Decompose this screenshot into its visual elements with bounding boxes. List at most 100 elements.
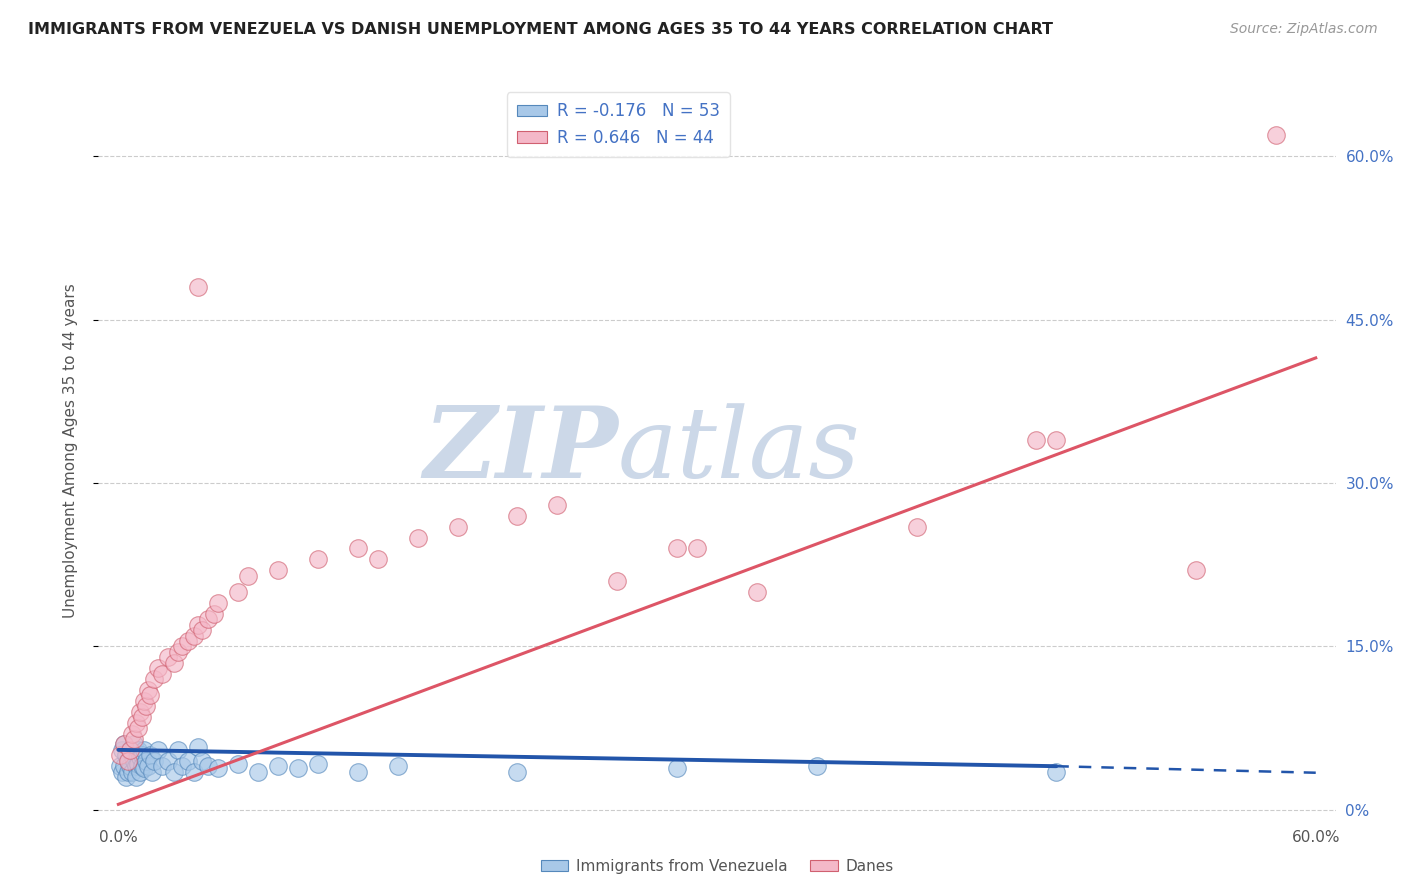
Point	[177, 634, 200, 648]
Point	[134, 743, 156, 757]
Y-axis label: Unemployment Among Ages 35 to 44 years: Unemployment Among Ages 35 to 44 years	[63, 283, 77, 618]
Point	[177, 754, 200, 768]
Point	[120, 759, 142, 773]
Point	[666, 761, 689, 775]
Point	[127, 743, 149, 757]
Point	[187, 617, 209, 632]
Point	[143, 754, 166, 768]
Point	[136, 683, 159, 698]
Point	[143, 672, 166, 686]
Point	[172, 640, 194, 654]
Point	[141, 764, 163, 779]
Point	[110, 759, 132, 773]
Point	[387, 759, 409, 773]
Point	[187, 280, 209, 294]
Point	[191, 754, 214, 768]
Point	[226, 757, 249, 772]
Point	[111, 764, 134, 779]
Point	[167, 645, 190, 659]
Point	[117, 754, 139, 768]
Point	[745, 585, 768, 599]
Point	[129, 705, 152, 719]
Point	[172, 759, 194, 773]
Text: ZIP: ZIP	[423, 402, 619, 499]
Point	[124, 754, 146, 768]
Point	[124, 738, 146, 752]
Point	[197, 759, 219, 773]
Point	[267, 563, 290, 577]
Point	[666, 541, 689, 556]
Point	[112, 738, 135, 752]
Point	[112, 738, 135, 752]
Point	[157, 754, 180, 768]
Point	[247, 764, 270, 779]
Point	[207, 761, 229, 775]
Point	[121, 748, 143, 763]
Point	[131, 748, 153, 763]
Point	[127, 721, 149, 735]
Point	[686, 541, 709, 556]
Point	[546, 498, 568, 512]
Point	[150, 759, 173, 773]
Point	[1045, 764, 1067, 779]
Text: Source: ZipAtlas.com: Source: ZipAtlas.com	[1230, 22, 1378, 37]
Point	[127, 757, 149, 772]
Point	[187, 739, 209, 754]
Point	[121, 726, 143, 740]
Point	[606, 574, 628, 588]
Point	[191, 623, 214, 637]
Point	[226, 585, 249, 599]
Point	[135, 754, 157, 768]
Point	[157, 650, 180, 665]
Point	[183, 764, 205, 779]
Point	[1025, 433, 1047, 447]
Point	[905, 519, 928, 533]
Point	[120, 743, 142, 757]
Point	[124, 731, 146, 746]
Point	[1264, 128, 1286, 142]
Point	[347, 764, 370, 779]
Point	[150, 666, 173, 681]
Point	[347, 541, 370, 556]
Point	[148, 661, 170, 675]
Point	[287, 761, 309, 775]
Point	[115, 770, 138, 784]
Point	[125, 715, 148, 730]
Point	[134, 761, 156, 775]
Point	[197, 612, 219, 626]
Point	[121, 764, 143, 779]
Point	[236, 568, 259, 582]
Point	[135, 699, 157, 714]
Point	[125, 770, 148, 784]
Point	[120, 743, 142, 757]
Text: IMMIGRANTS FROM VENEZUELA VS DANISH UNEMPLOYMENT AMONG AGES 35 TO 44 YEARS CORRE: IMMIGRANTS FROM VENEZUELA VS DANISH UNEM…	[28, 22, 1053, 37]
Point	[129, 750, 152, 764]
Text: atlas: atlas	[619, 403, 860, 498]
Point	[267, 759, 290, 773]
Point	[139, 689, 162, 703]
Point	[139, 748, 162, 763]
Point	[115, 748, 138, 763]
Point	[167, 743, 190, 757]
Point	[134, 694, 156, 708]
Point	[202, 607, 225, 621]
Point	[446, 519, 468, 533]
Point	[125, 759, 148, 773]
Point	[406, 531, 429, 545]
Legend: Immigrants from Venezuela, Danes: Immigrants from Venezuela, Danes	[534, 853, 900, 880]
Point	[129, 764, 152, 779]
Point	[110, 748, 132, 763]
Point	[148, 743, 170, 757]
Point	[111, 743, 134, 757]
Point	[506, 508, 529, 523]
Point	[1045, 433, 1067, 447]
Point	[806, 759, 828, 773]
Point	[163, 764, 186, 779]
Point	[506, 764, 529, 779]
Point	[136, 759, 159, 773]
Point	[207, 596, 229, 610]
Point	[131, 710, 153, 724]
Point	[183, 629, 205, 643]
Point	[117, 754, 139, 768]
Point	[307, 757, 329, 772]
